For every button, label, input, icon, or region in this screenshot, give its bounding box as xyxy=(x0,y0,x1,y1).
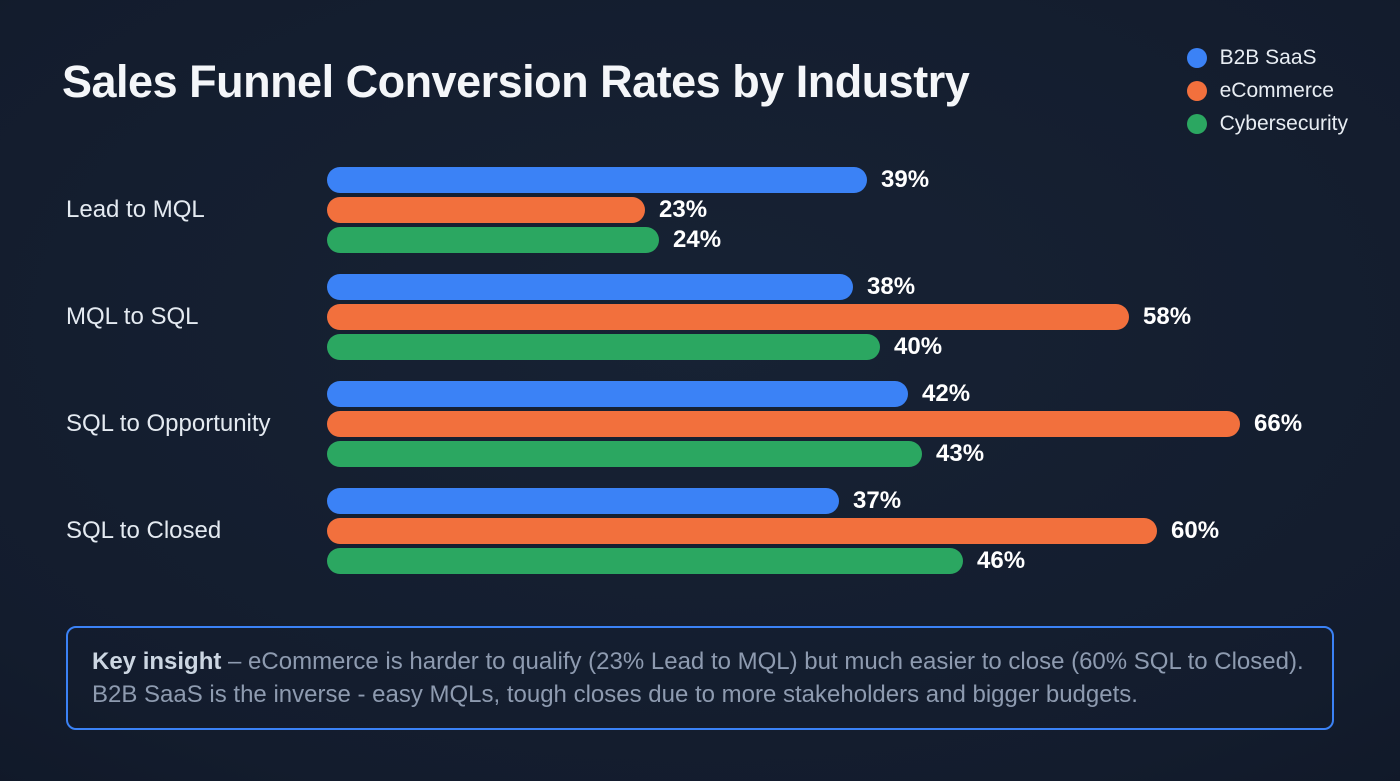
bar-value-label: 60% xyxy=(1171,517,1220,544)
bar-cybersecurity xyxy=(327,227,659,253)
bar-b2b-saas xyxy=(327,167,867,193)
bar-value-label: 38% xyxy=(867,273,916,300)
insight-text: – eCommerce is harder to qualify (23% Le… xyxy=(92,648,1304,708)
legend-item-b2b-saas: B2B SaaS xyxy=(1186,46,1348,70)
bar-stack: 39% 23% 24% xyxy=(327,166,930,253)
bar-ecommerce xyxy=(327,197,645,223)
bar-b2b-saas xyxy=(327,381,908,407)
bar-value-label: 42% xyxy=(922,380,971,407)
chart-group-sql-to-opportunity: SQL to Opportunity 42% 66% 43% xyxy=(0,380,1400,467)
legend-dot-icon xyxy=(1186,48,1207,68)
bar-row: 46% xyxy=(327,547,1219,574)
category-label: SQL to Opportunity xyxy=(66,410,271,437)
bar-value-label: 43% xyxy=(936,440,985,467)
legend-dot-icon xyxy=(1186,81,1207,101)
bar-row: 43% xyxy=(327,440,1302,467)
chart-group-lead-to-mql: Lead to MQL 39% 23% 24% xyxy=(0,166,1400,253)
bar-row: 39% xyxy=(327,166,930,193)
bar-b2b-saas xyxy=(327,488,839,514)
legend-item-cybersecurity: Cybersecurity xyxy=(1186,112,1348,136)
bar-cybersecurity xyxy=(327,548,963,574)
bar-value-label: 23% xyxy=(659,196,708,223)
bar-row: 66% xyxy=(327,410,1303,437)
bar-chart: Lead to MQL 39% 23% 24% MQL to SQL 38% 58% 40% S… xyxy=(0,166,1400,595)
chart-group-mql-to-sql: MQL to SQL 38% 58% 40% xyxy=(0,273,1400,360)
legend-dot-icon xyxy=(1186,114,1207,134)
bar-value-label: 66% xyxy=(1254,410,1303,437)
bar-cybersecurity xyxy=(327,334,880,360)
bar-row: 24% xyxy=(327,226,929,253)
legend-item-ecommerce: eCommerce xyxy=(1186,79,1348,103)
chart-group-sql-to-closed: SQL to Closed 37% 60% 46% xyxy=(0,487,1400,574)
bar-stack: 37% 60% 46% xyxy=(327,487,1220,574)
bar-ecommerce xyxy=(327,518,1157,544)
bar-row: 37% xyxy=(327,487,1219,514)
bar-ecommerce xyxy=(327,411,1240,437)
bar-row: 60% xyxy=(327,517,1220,544)
page-title: Sales Funnel Conversion Rates by Industr… xyxy=(62,56,970,107)
bar-value-label: 39% xyxy=(881,166,930,193)
bar-value-label: 24% xyxy=(673,226,722,253)
bar-stack: 38% 58% 40% xyxy=(327,273,1192,360)
insight-box: Key insight – eCommerce is harder to qua… xyxy=(66,626,1334,730)
legend-series-label: Cybersecurity xyxy=(1219,112,1348,135)
chart-legend: B2B SaaS eCommerce Cybersecurity xyxy=(1186,46,1348,136)
bar-row: 38% xyxy=(327,273,1191,300)
bar-value-label: 46% xyxy=(977,547,1026,574)
bar-value-label: 58% xyxy=(1143,303,1192,330)
bar-b2b-saas xyxy=(327,274,853,300)
bar-row: 23% xyxy=(327,196,929,223)
bar-stack: 42% 66% 43% xyxy=(327,380,1303,467)
legend-series-label: B2B SaaS xyxy=(1219,46,1317,69)
bar-cybersecurity xyxy=(327,441,922,467)
bar-row: 42% xyxy=(327,380,1302,407)
insight-label: Key insight xyxy=(92,648,222,675)
category-label: Lead to MQL xyxy=(66,196,205,223)
category-label: SQL to Closed xyxy=(66,517,222,544)
bar-row: 58% xyxy=(327,303,1192,330)
category-label: MQL to SQL xyxy=(66,303,199,330)
bar-row: 40% xyxy=(327,333,1191,360)
legend-series-label: eCommerce xyxy=(1219,79,1334,102)
bar-value-label: 37% xyxy=(853,487,902,514)
bar-ecommerce xyxy=(327,304,1129,330)
bar-value-label: 40% xyxy=(894,333,943,360)
